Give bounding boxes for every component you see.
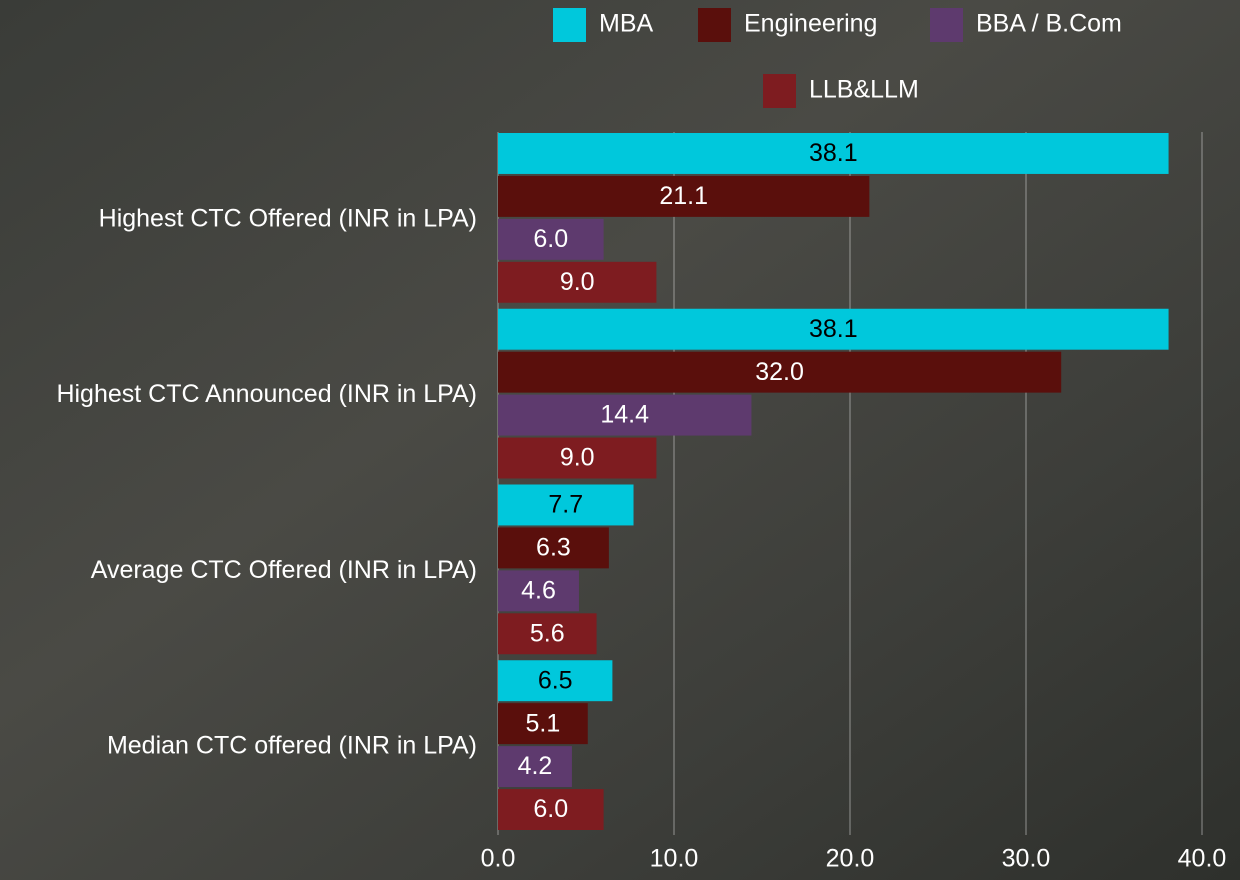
chart: 0.0 10.0 20.0 30.0 40.0 MBA Engineering BBA / B…: [0, 0, 1240, 880]
bar-value-label: 6.0: [533, 795, 568, 823]
x-tick-label: 20.0: [826, 845, 875, 873]
legend-swatch: [763, 74, 796, 108]
y-tick-label: Median CTC offered (INR in LPA): [107, 732, 477, 760]
bar-value-label: 5.1: [525, 709, 560, 737]
bar-value-label: 38.1: [809, 139, 858, 167]
legend-swatch: [553, 8, 586, 42]
legend-label: BBA / B.Com: [976, 10, 1122, 38]
bar-value-label: 21.1: [659, 182, 708, 210]
x-tick-label: 0.0: [481, 845, 516, 873]
x-tick-label: 10.0: [650, 845, 699, 873]
y-tick-label: Highest CTC Announced (INR in LPA): [56, 380, 477, 408]
bar-value-label: 9.0: [560, 444, 595, 472]
bar-value-label: 9.0: [560, 268, 595, 296]
x-tick-label: 40.0: [1178, 845, 1227, 873]
bar-value-label: 6.0: [533, 225, 568, 253]
bar-value-label: 4.6: [521, 576, 556, 604]
y-tick-label: Highest CTC Offered (INR in LPA): [99, 204, 477, 232]
bar-value-label: 4.2: [518, 752, 553, 780]
bar-value-label: 6.3: [536, 534, 571, 562]
y-tick-label: Average CTC Offered (INR in LPA): [91, 556, 477, 584]
bar-value-label: 38.1: [809, 315, 858, 343]
bar-value-label: 14.4: [600, 401, 649, 429]
bar-value-label: 6.5: [538, 666, 573, 694]
x-tick-label: 30.0: [1002, 845, 1051, 873]
legend-label: LLB&LLM: [809, 76, 919, 104]
legend-label: Engineering: [744, 10, 877, 38]
legend-swatch: [698, 8, 731, 42]
bar-value-label: 5.6: [530, 619, 565, 647]
bar-value-label: 7.7: [548, 491, 583, 519]
bar-value-label: 32.0: [755, 358, 804, 386]
legend-swatch: [930, 8, 963, 42]
legend-label: MBA: [599, 10, 654, 38]
